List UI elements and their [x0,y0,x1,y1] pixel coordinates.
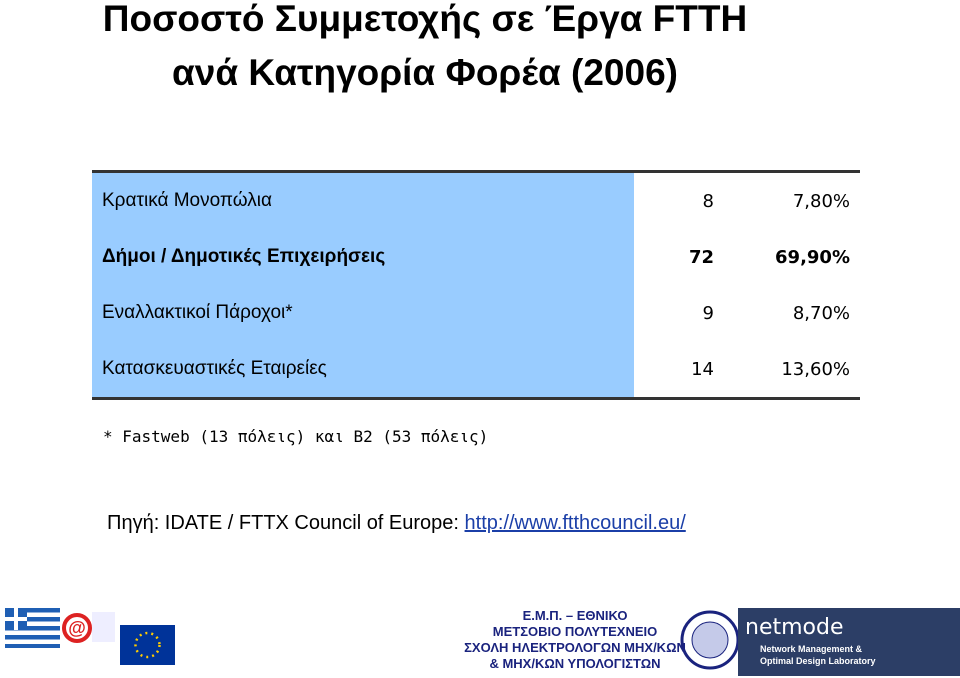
footer-line: ΣΧΟΛΗ ΗΛΕΚΤΡΟΛΟΓΩΝ ΜΗΧ/ΚΩΝ [464,640,686,655]
footer-line: ΜΕΤΣΟΒΙΟ ΠΟΛΥΤΕΧΝΕΙΟ [492,624,658,639]
table-cell: Κατασκευαστικές Εταιρείες [92,341,634,399]
footer-line: Ε.Μ.Π. – ΕΘΝΙΚΟ [522,608,628,623]
logo-name: netmode [745,615,844,640]
netmode-logo: netmode Network Management & Optimal Des… [738,608,960,676]
table-row: Κατασκευαστικές Εταιρείες 14 13,60% [92,341,860,399]
title: Ποσοστό Συμμετοχής σε Έργα FTTH [102,0,748,39]
info-society-logo: @ [62,612,115,643]
footnote: * Fastweb (13 πόλεις) και B2 (53 πόλεις) [103,427,489,446]
table-row: Κρατικά Μονοπώλια 8 7,80% [92,171,860,229]
table-cell: Κρατικά Μονοπώλια [92,171,634,229]
table-row: Δήμοι / Δημοτικές Επιχειρήσεις 72 69,90% [92,229,860,285]
eu-flag [120,625,175,665]
greek-flag [5,608,60,648]
table-cell: 8,70% [792,302,850,324]
logo-caption: Optimal Design Laboratory [760,656,876,666]
svg-text:@: @ [68,618,86,638]
source: Πηγή: IDATE / FTTX Council of Europe: ht… [107,512,686,535]
ntua-seal [680,610,740,670]
table-cell: 9 [702,302,714,324]
table-cell: Εναλλακτικοί Πάροχοι* [92,285,634,341]
logo-caption: Network Management & [760,644,863,654]
source-text: Πηγή: IDATE / FTTX Council of Europe: [107,512,465,534]
footer-text: Ε.Μ.Π. – ΕΘΝΙΚΟ ΜΕΤΣΟΒΙΟ ΠΟΛΥΤΕΧΝΕΙΟ ΣΧΟΛΗ… [460,608,690,672]
table-cell: 8 [702,190,714,212]
table-cell: 72 [688,246,714,268]
title: ανά Κατηγορία Φορέα (2006) [172,52,678,93]
table-cell: Δήμοι / Δημοτικές Επιχειρήσεις [92,229,634,285]
source-link[interactable]: http://www.ftthcouncil.eu/ [464,512,686,534]
footer: @ netmode Network Management & Optimal D… [5,608,960,676]
table-cell: 7,80% [792,190,850,212]
table-cell: 69,90% [775,246,850,268]
footer-line: & ΜΗΧ/ΚΩΝ ΥΠΟΛΟΓΙΣΤΩΝ [489,656,661,671]
table-cell: 14 [691,358,714,380]
table-row: Εναλλακτικοί Πάροχοι* 9 8,70% [92,285,860,341]
table-cell: 13,60% [781,358,850,380]
table: Κρατικά Μονοπώλια 8 7,80% Δήμοι / Δημοτικές… [92,170,860,400]
